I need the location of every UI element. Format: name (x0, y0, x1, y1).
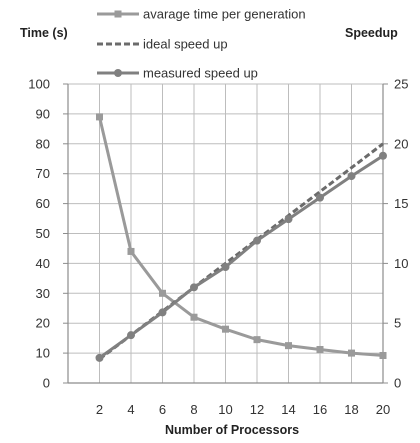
measured-speedup-series-point (95, 353, 104, 362)
gridlines (68, 83, 384, 383)
x-tick-label: 12 (250, 402, 264, 417)
x-tick-label: 8 (190, 402, 197, 417)
x-tick-label: 14 (281, 402, 295, 417)
x-tick-label: 4 (127, 402, 134, 417)
y-tick-left-label: 60 (36, 196, 50, 211)
x-axis-title: Number of Processors (165, 423, 299, 437)
measured-speedup-series-point (158, 308, 167, 317)
time-series-point (253, 336, 261, 344)
y-tick-left-label: 50 (36, 226, 50, 241)
y-tick-right-label: 25 (394, 77, 408, 92)
x-tick-label: 16 (313, 402, 327, 417)
y-tick-left-label: 80 (36, 136, 50, 151)
time-series-point (190, 313, 198, 321)
y-tick-left-label: 70 (36, 166, 50, 181)
time-series-point (159, 289, 166, 297)
y-tick-left-label: 20 (36, 316, 50, 331)
axes (63, 83, 388, 384)
measured-speedup-series-line (98, 154, 384, 360)
time-series-point (96, 113, 103, 121)
time-series-point (127, 247, 135, 255)
measured-speedup-series-legend-marker (114, 69, 122, 77)
y-tick-right-label: 15 (394, 196, 408, 211)
measured-speedup-series-legend-label: measured speed up (143, 66, 258, 81)
measured-speedup-series-point (379, 151, 387, 160)
y-tick-left-label: 0 (43, 376, 50, 391)
time-series-legend-label: avarage time per generation (143, 7, 306, 22)
ideal-speedup-series-legend-label: ideal speed up (143, 37, 228, 52)
x-tick-label: 10 (218, 402, 232, 417)
tick-labels: 0 10 20 30 40 50 60 70 80 90 100 0 5 10 15 20 25 2 4 6 8 10 12… (28, 77, 408, 418)
y-tick-left-label: 10 (36, 346, 50, 361)
y-tick-right-label: 5 (394, 316, 401, 331)
measured-speedup-series-point (127, 331, 135, 340)
time-series-point (222, 325, 229, 333)
y-tick-left-label: 30 (36, 286, 50, 301)
y-tick-right-label: 20 (394, 136, 408, 151)
y-axis-right-title: Speedup (345, 26, 398, 40)
legend: avarage time per generation ideal speed u… (97, 7, 306, 81)
measured-speedup-series-point (284, 215, 293, 224)
y-tick-left-label: 90 (36, 106, 50, 121)
x-tick-label: 2 (96, 402, 103, 417)
measured-speedup-series-point (347, 172, 356, 181)
x-tick-label: 18 (344, 402, 358, 417)
measured-speedup-series-point (316, 193, 324, 202)
measured-speedup-series-point (221, 262, 230, 271)
measured-speedup-series-point (190, 283, 198, 292)
x-tick-label: 20 (376, 402, 390, 417)
y-tick-right-label: 10 (394, 256, 408, 271)
time-series-line (98, 116, 384, 357)
time-series-legend-marker (114, 10, 122, 18)
y-tick-left-label: 100 (28, 77, 50, 92)
time-series-point (285, 342, 292, 350)
y-tick-left-label: 40 (36, 256, 50, 271)
y-axis-left-title: Time (s) (20, 26, 68, 40)
time-series-point (348, 349, 355, 357)
x-tick-label: 6 (159, 402, 166, 417)
time-series-point (316, 346, 324, 354)
y-tick-right-label: 0 (394, 376, 401, 391)
series-layer (95, 113, 387, 362)
time-series-point (379, 351, 387, 359)
measured-speedup-series-point (253, 236, 261, 245)
